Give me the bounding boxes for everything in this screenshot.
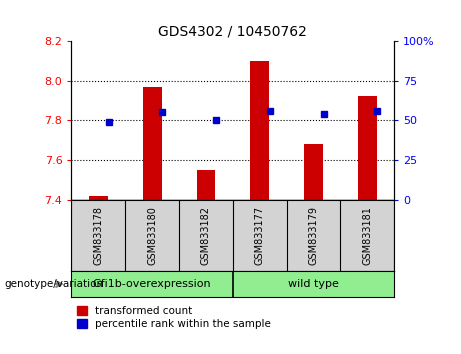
Text: Gfi1b-overexpression: Gfi1b-overexpression	[93, 279, 212, 289]
Text: GSM833180: GSM833180	[147, 206, 157, 264]
Bar	[196, 170, 215, 200]
Text: genotype/variation: genotype/variation	[5, 279, 104, 289]
Bar	[250, 61, 269, 200]
Bar	[143, 86, 161, 200]
Text: GSM833179: GSM833179	[308, 206, 319, 265]
Text: GSM833177: GSM833177	[254, 206, 265, 265]
Bar	[304, 144, 323, 200]
Text: GSM833178: GSM833178	[93, 206, 103, 265]
Text: GSM833182: GSM833182	[201, 206, 211, 265]
Bar	[89, 196, 108, 200]
Text: wild type: wild type	[288, 279, 339, 289]
Legend: transformed count, percentile rank within the sample: transformed count, percentile rank withi…	[77, 306, 271, 329]
Bar	[358, 97, 377, 200]
Title: GDS4302 / 10450762: GDS4302 / 10450762	[159, 24, 307, 38]
Text: GSM833181: GSM833181	[362, 206, 372, 264]
